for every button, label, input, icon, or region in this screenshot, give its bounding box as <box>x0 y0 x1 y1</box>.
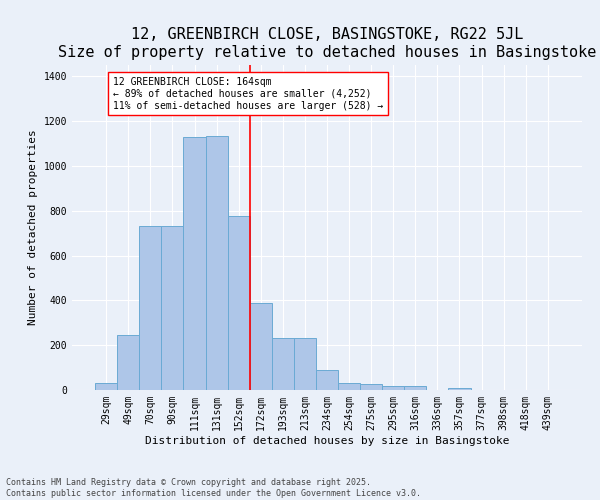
Bar <box>360 384 382 390</box>
Bar <box>404 386 427 390</box>
Y-axis label: Number of detached properties: Number of detached properties <box>28 130 38 326</box>
Bar <box>227 216 250 390</box>
Bar <box>206 136 227 390</box>
X-axis label: Distribution of detached houses by size in Basingstoke: Distribution of detached houses by size … <box>145 436 509 446</box>
Bar <box>250 302 272 390</box>
Bar <box>272 338 294 390</box>
Bar <box>338 384 360 390</box>
Bar <box>95 384 117 390</box>
Bar <box>382 386 404 390</box>
Text: 12 GREENBIRCH CLOSE: 164sqm
← 89% of detached houses are smaller (4,252)
11% of : 12 GREENBIRCH CLOSE: 164sqm ← 89% of det… <box>113 78 383 110</box>
Bar <box>161 226 184 390</box>
Bar <box>184 136 206 390</box>
Bar <box>117 335 139 390</box>
Bar <box>316 370 338 390</box>
Bar <box>139 226 161 390</box>
Title: 12, GREENBIRCH CLOSE, BASINGSTOKE, RG22 5JL
Size of property relative to detache: 12, GREENBIRCH CLOSE, BASINGSTOKE, RG22 … <box>58 28 596 60</box>
Text: Contains HM Land Registry data © Crown copyright and database right 2025.
Contai: Contains HM Land Registry data © Crown c… <box>6 478 421 498</box>
Bar <box>294 338 316 390</box>
Bar <box>448 388 470 390</box>
